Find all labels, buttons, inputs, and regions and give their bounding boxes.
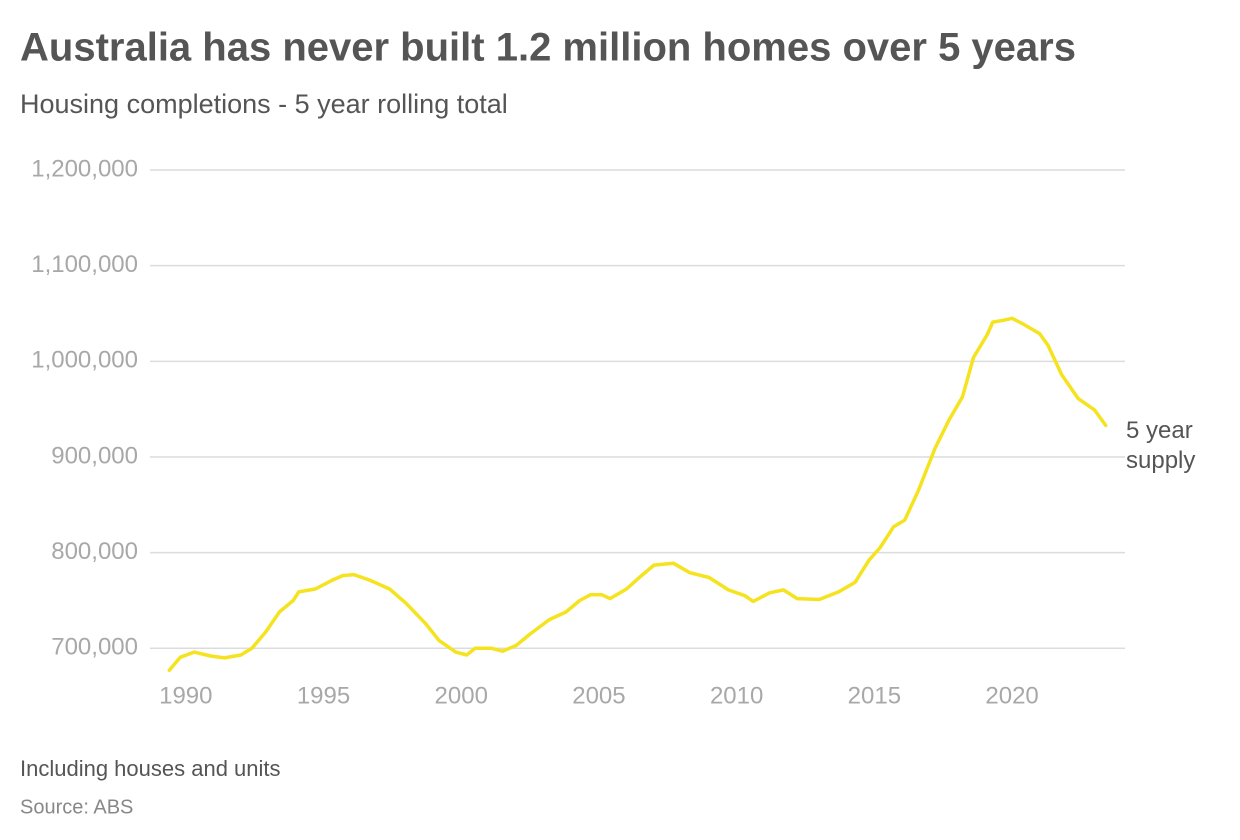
x-tick-label: 2010	[710, 682, 763, 709]
y-tick-label: 1,000,000	[31, 347, 138, 374]
x-tick-label: 1990	[159, 682, 212, 709]
data-line	[167, 316, 1108, 673]
x-tick-label: 2000	[435, 682, 488, 709]
y-tick-label: 1,200,000	[31, 155, 138, 182]
y-tick-label: 800,000	[51, 538, 138, 565]
x-tick-label: 1995	[297, 682, 350, 709]
source: Source: ABS	[20, 796, 133, 818]
y-tick-label: 700,000	[51, 634, 138, 661]
series-label: 5 year supply	[1126, 417, 1196, 474]
chart-subtitle: Housing completions - 5 year rolling tot…	[20, 89, 508, 119]
y-tick-label: 900,000	[51, 442, 138, 469]
chart-title: Australia has never built 1.2 million ho…	[20, 26, 1076, 70]
x-tick-label: 2005	[572, 682, 625, 709]
y-tick-label: 1,100,000	[31, 251, 138, 278]
footnote: Including houses and units	[20, 756, 281, 781]
x-tick-label: 2015	[848, 682, 901, 709]
x-tick-label: 2020	[985, 682, 1038, 709]
